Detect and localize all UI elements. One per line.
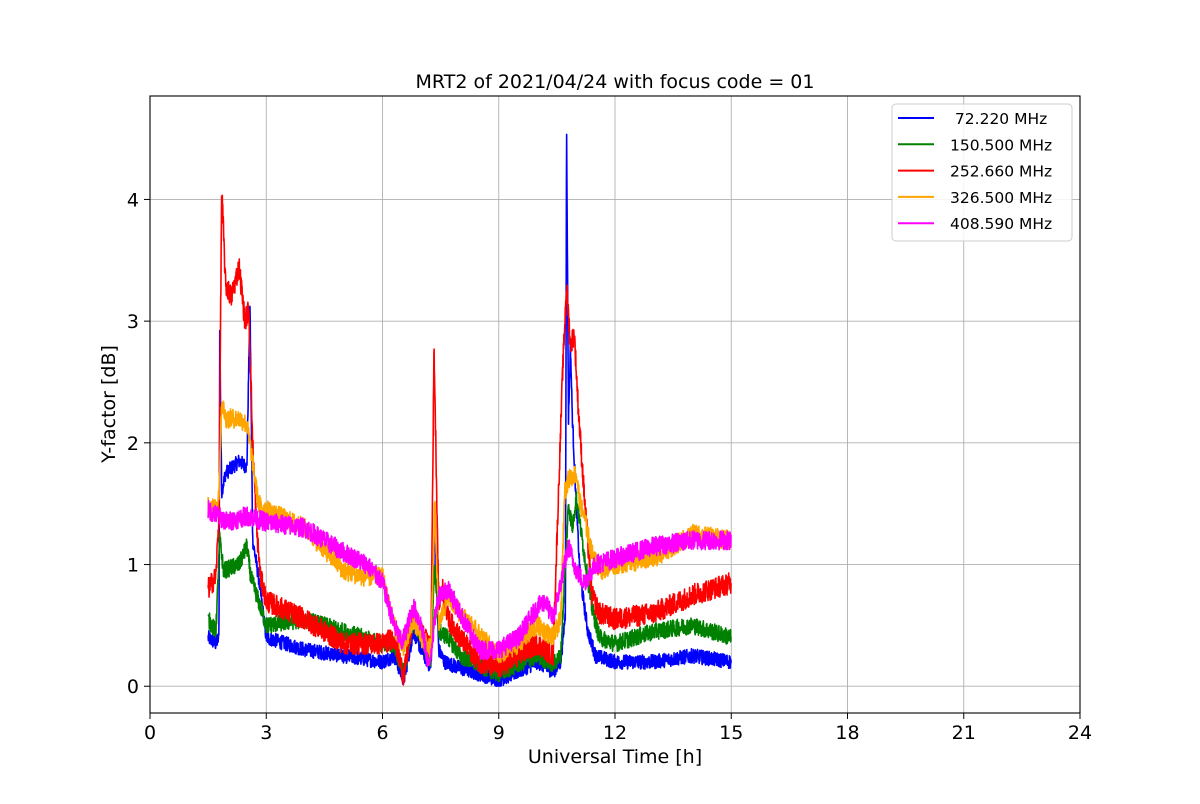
x-tick-label: 21 — [952, 722, 976, 744]
x-tick-label: 12 — [603, 722, 627, 744]
x-tick-label: 15 — [719, 722, 743, 744]
y-tick-label: 4 — [127, 189, 139, 211]
x-tick-label: 6 — [376, 722, 388, 744]
x-tick-label: 0 — [144, 722, 156, 744]
legend: 72.220 MHz 150.500 MHz 252.660 MHz 326.500 … — [891, 103, 1073, 242]
series-line-2 — [207, 194, 732, 686]
legend-label: 252.660 MHz — [950, 163, 1052, 181]
y-tick-label: 3 — [127, 311, 139, 333]
y-tick-label: 1 — [127, 555, 139, 577]
series-line-4 — [207, 499, 732, 668]
y-axis-label: Y-factor [dB] — [98, 345, 120, 464]
x-axis-label: Universal Time [h] — [528, 746, 702, 768]
series-lines — [207, 133, 732, 687]
legend-label: 408.590 MHz — [950, 215, 1052, 233]
legend-label: 150.500 MHz — [950, 136, 1052, 154]
x-tick-label: 9 — [493, 722, 505, 744]
legend-label: 326.500 MHz — [950, 189, 1052, 207]
x-tick-label: 24 — [1068, 722, 1092, 744]
series-line-0 — [207, 133, 732, 687]
chart-title: MRT2 of 2021/04/24 with focus code = 01 — [416, 71, 815, 93]
legend-box — [891, 103, 1073, 242]
y-tick-label: 2 — [127, 433, 139, 455]
y-tick-label: 0 — [127, 676, 139, 698]
x-tick-label: 3 — [260, 722, 272, 744]
x-tick-label: 18 — [835, 722, 859, 744]
legend-label: 72.220 MHz — [950, 110, 1047, 128]
